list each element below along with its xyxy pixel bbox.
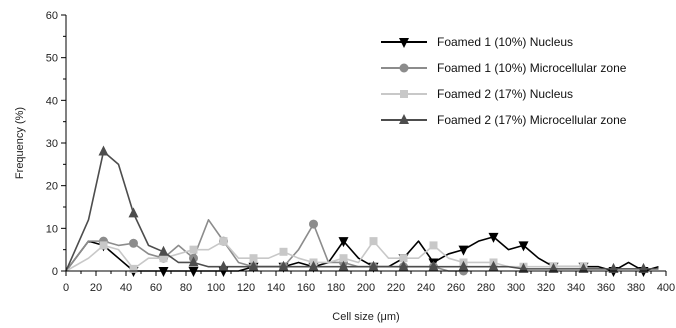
data-point — [99, 241, 108, 250]
y-tick-label: 60 — [46, 10, 58, 22]
data-point — [339, 254, 348, 263]
y-tick-label: 40 — [46, 95, 58, 107]
x-tick-label: 0 — [63, 282, 69, 294]
x-tick-label: 320 — [537, 282, 555, 294]
data-point — [458, 245, 469, 256]
data-point — [158, 267, 169, 277]
x-tick-label: 80 — [180, 282, 192, 294]
data-point — [338, 237, 349, 248]
data-point — [518, 262, 529, 273]
data-point — [248, 260, 259, 271]
x-tick-label: 120 — [237, 282, 255, 294]
series-line — [65, 236, 659, 272]
plot-area — [65, 145, 659, 277]
data-point — [278, 260, 289, 271]
data-point — [338, 260, 349, 271]
data-point — [129, 238, 138, 248]
y-tick-label: 0 — [52, 266, 58, 278]
data-point — [608, 262, 619, 273]
data-point — [188, 256, 199, 267]
data-point — [638, 262, 649, 273]
series-3 — [65, 237, 588, 273]
legend-entry: Foamed 1 (10%) Microcellular zone — [381, 61, 627, 75]
y-tick-label: 30 — [46, 138, 58, 150]
legend-label: Foamed 2 (17%) Microcellular zone — [437, 113, 627, 127]
x-tick-label: 200 — [357, 282, 375, 294]
legend-marker — [399, 63, 409, 73]
x-axis-title: Cell size (μm) — [332, 311, 399, 323]
x-tick-label: 260 — [447, 282, 465, 294]
data-point — [578, 262, 589, 273]
y-tick-label: 10 — [46, 223, 58, 235]
data-point — [98, 145, 109, 156]
x-tick-label: 140 — [267, 282, 285, 294]
y-tick-label: 20 — [46, 181, 58, 193]
x-tick-label: 360 — [597, 282, 615, 294]
legend: Foamed 1 (10%) Nucleus Foamed 1 (10%) Mic… — [381, 35, 627, 127]
x-tick-label: 220 — [387, 282, 405, 294]
y-tick-label: 50 — [46, 53, 58, 65]
y-axis-title: Frequency (%) — [14, 107, 26, 179]
x-tick-label: 20 — [90, 282, 102, 294]
x-tick-label: 340 — [567, 282, 585, 294]
data-point — [128, 207, 139, 218]
legend-label: Foamed 2 (17%) Nucleus — [437, 87, 573, 101]
x-tick-label: 240 — [417, 282, 435, 294]
legend-label: Foamed 1 (10%) Microcellular zone — [437, 61, 627, 75]
data-point — [488, 260, 499, 271]
data-point — [518, 241, 529, 252]
series-line — [65, 240, 584, 272]
data-point — [548, 262, 559, 273]
data-point — [158, 245, 169, 256]
legend-marker — [399, 114, 409, 124]
axes: 0 10 20 30 40 50 60 0 20 40 60 80 100 120 140 160 180 200… — [14, 10, 675, 323]
data-point — [219, 237, 228, 246]
x-tick-label: 160 — [297, 282, 315, 294]
series-line — [65, 150, 659, 272]
x-tick-label: 180 — [327, 282, 345, 294]
data-point — [129, 264, 138, 273]
legend-entry: Foamed 1 (10%) Nucleus — [381, 35, 573, 49]
data-point — [309, 219, 318, 229]
x-tick-label: 280 — [477, 282, 495, 294]
data-point — [399, 254, 408, 263]
legend-marker — [399, 38, 409, 48]
data-point — [488, 232, 499, 243]
series-4 — [65, 145, 659, 273]
data-point — [159, 254, 168, 263]
x-tick-label: 40 — [120, 282, 132, 294]
x-tick-label: 300 — [507, 282, 525, 294]
data-point — [429, 241, 438, 250]
data-point — [458, 260, 469, 271]
x-tick-label: 380 — [627, 282, 645, 294]
data-point — [369, 237, 378, 246]
data-point — [279, 247, 288, 256]
x-tick-label: 400 — [657, 282, 675, 294]
x-tick-label: 60 — [150, 282, 162, 294]
data-point — [428, 260, 439, 271]
legend-entry: Foamed 2 (17%) Microcellular zone — [381, 113, 627, 127]
data-point — [308, 260, 319, 271]
data-point — [218, 260, 229, 271]
data-point — [368, 260, 379, 271]
legend-label: Foamed 1 (10%) Nucleus — [437, 35, 573, 49]
data-point — [189, 245, 198, 254]
data-point — [249, 254, 258, 263]
x-tick-label: 100 — [207, 282, 225, 294]
data-point — [188, 267, 199, 277]
legend-entry: Foamed 2 (17%) Nucleus — [381, 87, 573, 101]
data-point — [398, 260, 409, 271]
legend-marker — [400, 90, 408, 98]
